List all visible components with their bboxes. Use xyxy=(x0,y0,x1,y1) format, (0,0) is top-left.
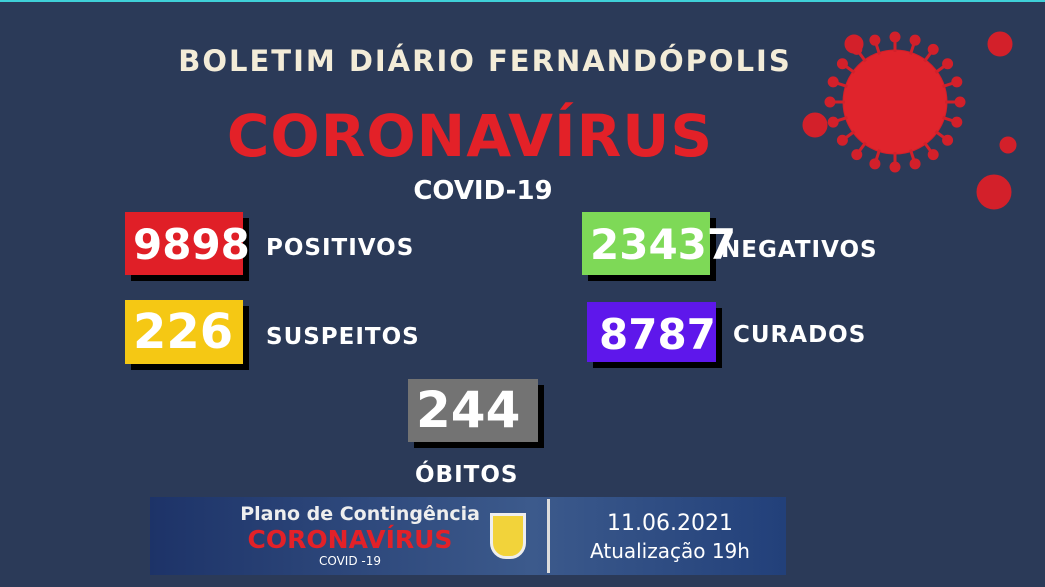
positive-label: POSITIVOS xyxy=(266,235,415,261)
deaths-label: ÓBITOS xyxy=(415,462,519,488)
deaths-count-box: 244 xyxy=(408,379,538,442)
negative-label: NEGATIVOS xyxy=(721,237,878,263)
banner-corona: CORONAVÍRUS xyxy=(247,525,453,554)
subtitle: COVID-19 xyxy=(413,176,553,206)
positive-count-box: 9898 xyxy=(125,212,250,275)
divider xyxy=(547,499,550,573)
banner-covid: COVID -19 xyxy=(318,554,381,568)
suspect-label: SUSPEITOS xyxy=(266,324,420,350)
contingency-banner: Plano de Contingência CORONAVÍRUS COVID … xyxy=(150,497,786,575)
bulletin-title: BOLETIM DIÁRIO FERNANDÓPOLIS xyxy=(178,44,792,78)
headline: CORONAVÍRUS xyxy=(226,102,714,170)
suspect-count-box: 226 xyxy=(125,300,243,364)
update-time: Atualização 19h xyxy=(590,539,750,563)
city-crest-icon xyxy=(490,513,526,559)
negative-count-box: 23437 xyxy=(582,212,736,275)
recovered-count-box: 8787 xyxy=(587,302,716,362)
coronavirus-icon xyxy=(802,31,1017,210)
bulletin-date: 11.06.2021 xyxy=(607,511,733,536)
banner-plan: Plano de Contingência xyxy=(240,503,480,525)
recovered-label: CURADOS xyxy=(733,322,867,348)
